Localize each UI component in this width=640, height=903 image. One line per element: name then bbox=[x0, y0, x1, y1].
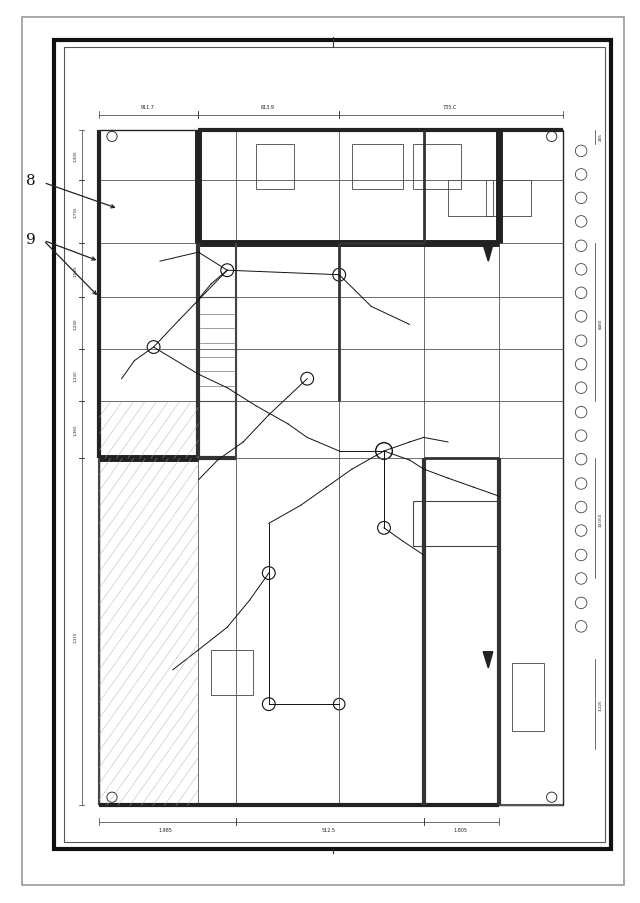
Bar bbox=[64, 48, 605, 842]
Text: 9: 9 bbox=[26, 232, 36, 247]
Text: 1,365: 1,365 bbox=[74, 424, 78, 435]
Bar bbox=[99, 131, 563, 805]
Text: 8480: 8480 bbox=[598, 318, 602, 329]
Bar bbox=[413, 501, 499, 546]
Polygon shape bbox=[483, 246, 493, 262]
Bar bbox=[211, 650, 253, 695]
Bar bbox=[54, 41, 611, 849]
Text: 3,125: 3,125 bbox=[598, 699, 602, 710]
Bar bbox=[413, 144, 461, 190]
Text: 1,525: 1,525 bbox=[74, 265, 78, 276]
Text: 1,755: 1,755 bbox=[74, 207, 78, 218]
Text: 8: 8 bbox=[26, 173, 36, 188]
Text: 1,305: 1,305 bbox=[74, 151, 78, 162]
Text: 613.9: 613.9 bbox=[260, 105, 275, 110]
Bar bbox=[512, 664, 544, 731]
Text: 1,985: 1,985 bbox=[158, 827, 172, 833]
Bar bbox=[256, 144, 294, 190]
Text: 1,240: 1,240 bbox=[74, 319, 78, 330]
Text: 911.7: 911.7 bbox=[140, 105, 154, 110]
Text: 512.5: 512.5 bbox=[321, 827, 335, 833]
Bar bbox=[198, 298, 236, 402]
Text: 735.C: 735.C bbox=[443, 105, 457, 110]
Text: 1,315: 1,315 bbox=[74, 631, 78, 642]
Text: 1,805: 1,805 bbox=[454, 827, 468, 833]
Bar bbox=[352, 144, 403, 190]
Bar bbox=[486, 181, 531, 217]
Text: 1,330: 1,330 bbox=[74, 370, 78, 381]
Text: 205: 205 bbox=[598, 134, 602, 141]
Text: 10,050: 10,050 bbox=[598, 512, 602, 526]
Bar bbox=[448, 181, 493, 217]
Polygon shape bbox=[483, 652, 493, 668]
